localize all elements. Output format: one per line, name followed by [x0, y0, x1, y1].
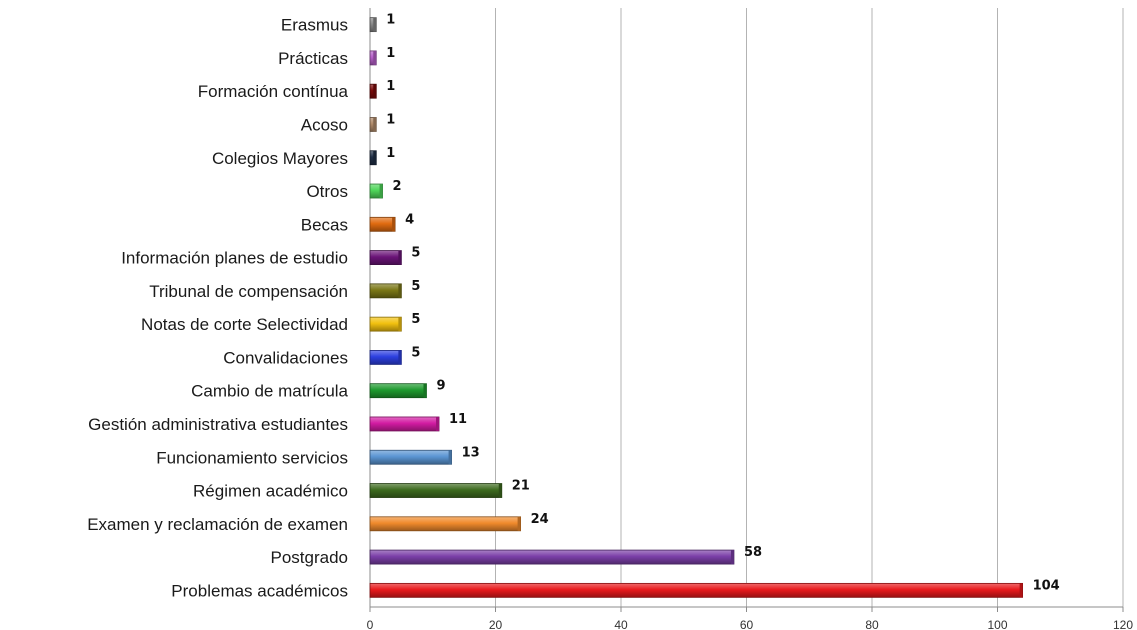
- category-label: Información planes de estudio: [121, 249, 348, 268]
- value-label: 5: [411, 279, 420, 294]
- bar-end-cap: [373, 84, 377, 99]
- x-tick-label: 100: [987, 618, 1007, 630]
- bar-end-cap: [373, 50, 377, 65]
- bar: [369, 283, 402, 299]
- value-label: 1: [386, 112, 395, 127]
- labels: 0 20 40 60 80 100 120 Problemas académicos 104 Po…: [87, 13, 1133, 630]
- x-tick-label: 120: [1113, 618, 1133, 630]
- bar-end-cap: [517, 516, 521, 531]
- bar: [369, 416, 440, 432]
- value-label: 9: [436, 379, 445, 394]
- bar-end-cap: [436, 416, 440, 431]
- value-label: 5: [411, 312, 420, 327]
- value-label: 1: [386, 13, 395, 28]
- value-label: 21: [512, 479, 530, 494]
- gridlines: [369, 8, 1124, 612]
- bars: [369, 17, 1023, 598]
- value-label: 4: [405, 212, 414, 227]
- bar: [369, 549, 735, 565]
- bar-end-cap: [423, 383, 427, 398]
- bar: [369, 250, 402, 265]
- x-tick-label: 20: [489, 618, 503, 630]
- x-tick-label: 60: [740, 618, 754, 630]
- bar: [369, 350, 402, 365]
- value-label: 11: [449, 412, 467, 427]
- category-label: Formación contínua: [198, 82, 349, 101]
- category-label: Régimen académico: [193, 482, 348, 501]
- category-label: Notas de corte Selectividad: [141, 315, 348, 334]
- value-label: 13: [462, 445, 480, 460]
- category-label: Gestión administrativa estudiantes: [88, 415, 348, 434]
- bar-end-cap: [398, 250, 402, 265]
- category-label: Problemas académicos: [171, 581, 348, 600]
- category-label: Convalidaciones: [223, 348, 348, 367]
- bar: [369, 516, 522, 532]
- bar: [369, 483, 503, 498]
- value-label: 1: [386, 46, 395, 61]
- bar-end-cap: [398, 350, 402, 365]
- x-tick-label: 40: [614, 618, 628, 630]
- value-label: 1: [386, 146, 395, 161]
- value-label: 24: [531, 512, 549, 527]
- category-label: Erasmus: [281, 16, 348, 35]
- category-label: Tribunal de compensación: [149, 282, 348, 301]
- bar-end-cap: [379, 184, 383, 199]
- value-label: 2: [393, 179, 402, 194]
- bar-end-cap: [373, 17, 377, 32]
- value-label: 5: [411, 246, 420, 261]
- category-label: Cambio de matrícula: [191, 382, 348, 401]
- bar-end-cap: [730, 550, 734, 565]
- category-label: Prácticas: [278, 49, 348, 68]
- category-label: Colegios Mayores: [212, 149, 348, 168]
- category-label: Becas: [301, 215, 348, 234]
- value-label: 58: [744, 545, 762, 560]
- bar-end-cap: [448, 450, 452, 465]
- bar-end-cap: [398, 317, 402, 332]
- bar-end-cap: [1019, 583, 1023, 598]
- bar: [369, 449, 452, 465]
- bar: [369, 582, 1023, 598]
- value-label: 104: [1033, 578, 1060, 593]
- bar: [369, 216, 396, 232]
- bar-end-cap: [392, 217, 396, 232]
- category-label: Examen y reclamación de examen: [87, 515, 348, 534]
- bar-end-cap: [398, 283, 402, 298]
- bar: [369, 316, 402, 332]
- x-tick-label: 0: [367, 618, 374, 630]
- category-label: Acoso: [301, 115, 348, 134]
- category-label: Postgrado: [271, 548, 349, 567]
- bar-end-cap: [373, 117, 377, 132]
- value-label: 1: [386, 79, 395, 94]
- bar: [369, 383, 427, 399]
- bar-end-cap: [498, 483, 502, 498]
- bar-end-cap: [373, 150, 377, 165]
- category-label: Otros: [306, 182, 348, 201]
- value-label: 5: [411, 345, 420, 360]
- category-label: Funcionamiento servicios: [156, 448, 348, 467]
- x-tick-label: 80: [865, 618, 879, 630]
